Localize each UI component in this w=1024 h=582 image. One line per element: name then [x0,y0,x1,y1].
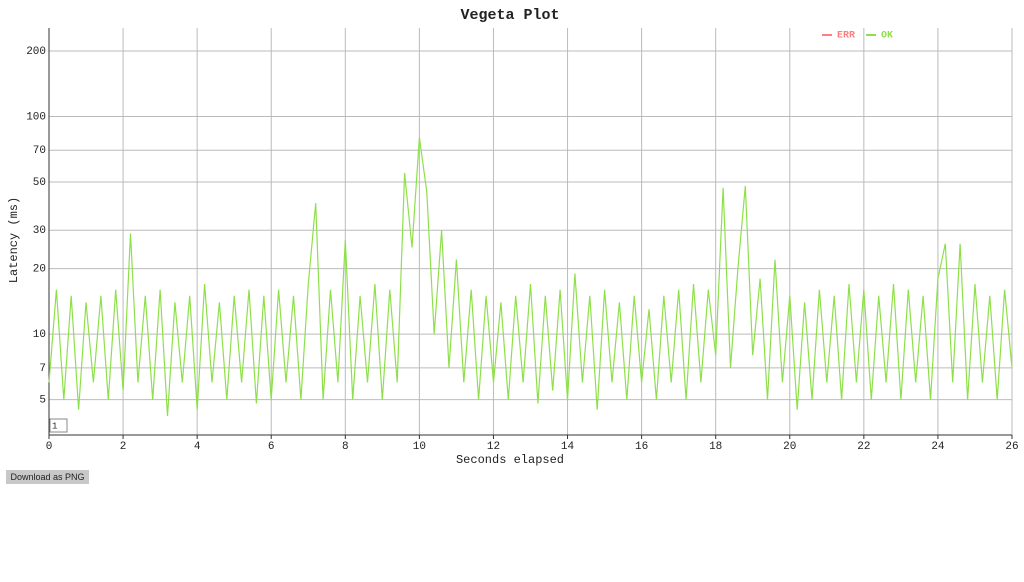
x-tick-label: 12 [487,441,500,453]
y-tick-label: 70 [33,145,46,157]
y-axis-label: Latency (ms) [7,197,21,283]
range-label: 1 [52,421,57,431]
download-button[interactable]: Download as PNG [6,470,89,484]
x-tick-label: 16 [635,441,648,453]
x-tick-label: 14 [561,441,575,453]
x-tick-label: 2 [120,441,127,453]
legend-label: OK [881,31,893,42]
y-tick-label: 10 [33,329,46,341]
range-box [49,418,68,433]
x-tick-label: 24 [931,441,945,453]
x-tick-label: 26 [1005,441,1018,453]
x-tick-label: 0 [46,441,53,453]
x-tick-label: 22 [857,441,870,453]
y-tick-label: 100 [26,111,46,123]
y-tick-label: 50 [33,177,46,189]
x-tick-label: 8 [342,441,349,453]
y-tick-label: 200 [26,46,46,58]
x-axis-label: Seconds elapsed [456,453,564,466]
y-tick-label: 5 [39,395,46,407]
chart: Vegeta Plot Seconds elapsed Latency (ms)… [7,7,1018,466]
x-tick-label: 20 [783,441,796,453]
latency-line [48,137,1013,417]
x-tick-label: 10 [413,441,426,453]
y-tick-label: 30 [33,225,46,237]
chart-title: Vegeta Plot [460,7,559,24]
y-tick-label: 20 [33,264,46,276]
y-tick-label: 7 [39,363,46,375]
legend-label: ERR [837,31,855,42]
x-tick-label: 4 [194,441,201,453]
x-tick-label: 6 [268,441,275,453]
x-tick-label: 18 [709,441,722,453]
